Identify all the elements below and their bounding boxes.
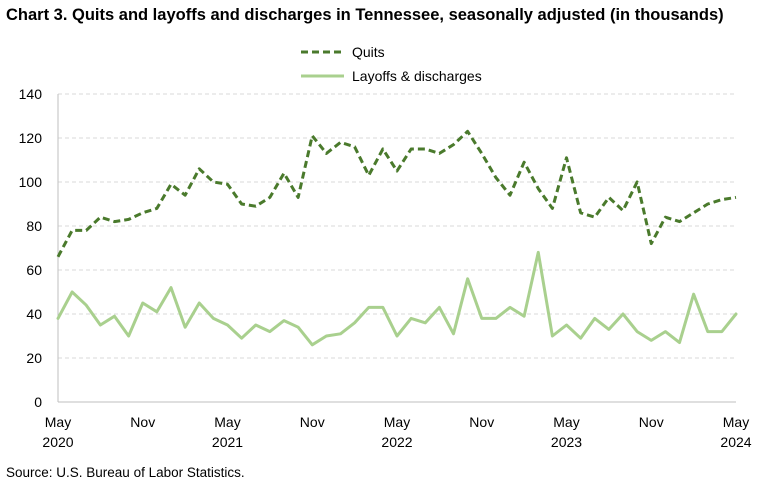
y-tick-label-100: 100 [19,174,43,190]
x-tick-year-2: 2021 [212,434,243,450]
x-tick-year-8: 2024 [720,434,751,450]
y-tick-label-80: 80 [26,218,42,234]
x-tick-year-6: 2023 [551,434,582,450]
gridlines [58,93,736,359]
y-axis-ticks: 0 20 40 60 80 100 120 140 [19,86,43,410]
legend-label-1: Layoffs & discharges [352,68,482,84]
legend-label-0: Quits [352,44,385,60]
series-line-layoffs-discharges [56,250,738,347]
series-lines [56,129,738,347]
x-tick-label-7: Nov [639,414,664,430]
x-tick-label-8: May [723,414,749,430]
x-tick-label-6: May [553,414,579,430]
x-tick-label-1: Nov [130,414,155,430]
y-tick-label-40: 40 [26,306,42,322]
x-tick-label-3: Nov [300,414,325,430]
y-tick-label-140: 140 [19,86,43,102]
series-line-quits [56,129,737,258]
chart-title: Chart 3. Quits and layoffs and discharge… [6,6,724,24]
y-tick-label-0: 0 [34,394,42,410]
x-tick-label-4: May [384,414,410,430]
legend: Quits Layoffs & discharges [301,44,482,84]
x-tick-label-5: Nov [469,414,494,430]
axes [57,94,736,403]
y-tick-label-20: 20 [26,350,42,366]
y-tick-label-60: 60 [26,262,42,278]
source-note: Source: U.S. Bureau of Labor Statistics. [6,465,245,480]
x-tick-year-4: 2022 [381,434,412,450]
y-tick-label-120: 120 [19,130,43,146]
x-tick-label-2: May [214,414,240,430]
x-axis-ticks: May 2020 Nov May 2021 Nov May 2022 Nov May 2023 Nov… [42,414,751,450]
x-tick-year-0: 2020 [42,434,73,450]
x-tick-label-0: May [45,414,71,430]
